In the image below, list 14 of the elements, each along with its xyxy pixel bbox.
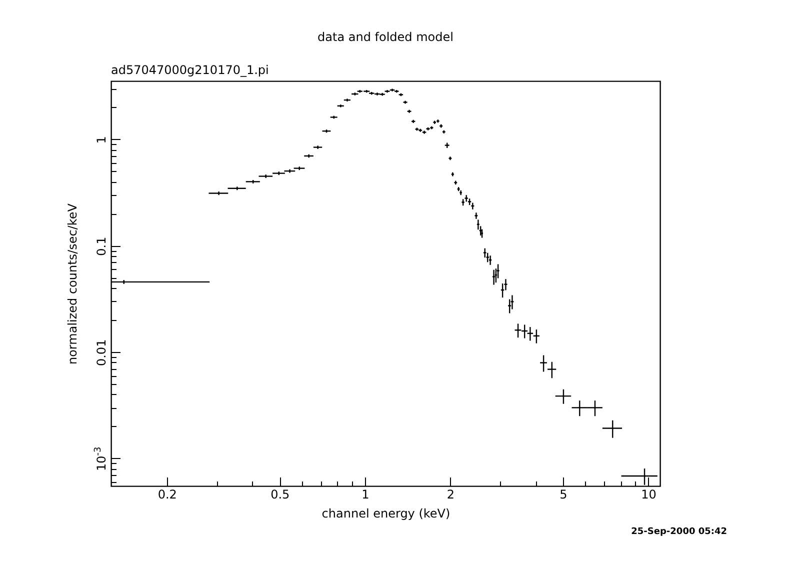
y-tick-label: 0.1 — [94, 236, 108, 256]
x-tick-label: 5 — [560, 488, 568, 502]
y-axis-title: normalized counts/sec/keV — [66, 202, 80, 365]
chart-title: data and folded model — [318, 30, 454, 44]
x-tick-label: 2 — [446, 488, 455, 502]
x-tick-label: 0.2 — [158, 488, 177, 502]
text: 25-Sep-2000 05:42 — [631, 527, 727, 537]
chart-subtitle: ad57047000g210170_1.pi — [111, 63, 269, 77]
x-tick-label: 1 — [362, 488, 370, 502]
y-tick-label: 0.01 — [94, 339, 108, 366]
x-tick-label: 10 — [641, 488, 656, 502]
y-tick-label: 1 — [94, 136, 108, 144]
x-tick-label: 0.5 — [270, 488, 290, 502]
x-axis-title: channel energy (keV) — [322, 506, 450, 520]
